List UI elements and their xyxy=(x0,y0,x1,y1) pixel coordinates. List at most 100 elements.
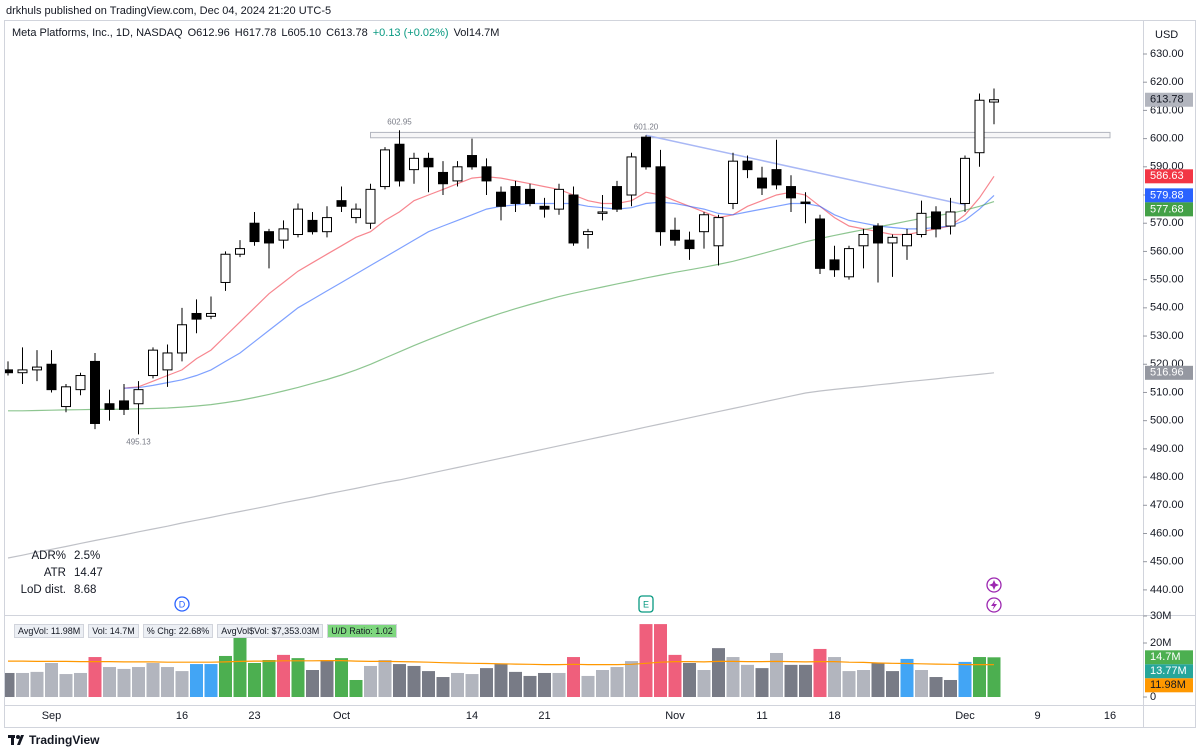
volume-bar xyxy=(146,662,160,698)
x-tick-label: 16 xyxy=(1104,710,1116,722)
y-tick-label: 530.00 xyxy=(1150,330,1184,342)
price-annotation: 602.95 xyxy=(387,117,412,126)
volume-bar xyxy=(465,674,479,698)
frame xyxy=(4,20,1196,728)
event-icon xyxy=(638,595,654,613)
legend: Meta Platforms, Inc., 1D, NASDAQ O612.96… xyxy=(12,27,499,39)
volume-bar xyxy=(625,661,638,698)
candle-body xyxy=(597,211,608,214)
candle-body xyxy=(119,400,129,410)
y-tick-label: 450.00 xyxy=(1150,556,1184,568)
y-tick-label: 490.00 xyxy=(1150,443,1184,455)
candle-body xyxy=(32,366,42,371)
x-tick-label: 23 xyxy=(248,710,260,722)
x-tick-label: Nov xyxy=(665,710,685,722)
volume-bar xyxy=(480,668,493,698)
stats-table: ADR% 2.5% ATR 14.47 LoD dist. 8.68 xyxy=(18,550,124,596)
candle-body xyxy=(655,166,666,233)
ohlc-close: C613.78 xyxy=(326,27,368,39)
stat-key: LoD dist. xyxy=(20,584,66,596)
moving-average xyxy=(7,372,995,559)
volume-bar xyxy=(523,675,537,698)
y-tick-label: 610.00 xyxy=(1150,104,1184,116)
axis-value-label: 577.68 xyxy=(1150,203,1184,215)
candle-body xyxy=(844,248,854,278)
volume-bar xyxy=(451,672,464,698)
event-label: D xyxy=(179,599,186,609)
candle-body xyxy=(829,259,840,271)
y-tick-label: 550.00 xyxy=(1150,274,1184,286)
candle-body xyxy=(873,225,883,244)
candle-body xyxy=(960,157,970,204)
candle-body xyxy=(626,156,637,196)
axis-value-box xyxy=(1145,202,1193,217)
candle-body xyxy=(423,157,434,168)
candle-body xyxy=(46,363,57,391)
axis-value-label: 516.96 xyxy=(1150,367,1184,379)
candle-body xyxy=(293,208,303,236)
candle-body xyxy=(235,248,245,255)
signal-icons xyxy=(986,577,1002,613)
publisher-line: drkhuls published on TradingView.com, De… xyxy=(6,5,332,17)
volume-bar xyxy=(74,672,87,698)
candle-body xyxy=(786,186,796,199)
symbol: Meta Platforms, Inc., 1D, NASDAQ xyxy=(12,27,183,39)
icon xyxy=(991,600,997,610)
icon xyxy=(989,580,999,590)
axis-value-label: 13.77M xyxy=(1150,665,1187,677)
volume-pane xyxy=(5,624,1001,698)
candle-body xyxy=(568,194,579,244)
volume-stat: AvgVol$Vol: $7,353.03M xyxy=(217,624,324,638)
price-pane: 602.95 601.20 495.13 xyxy=(5,88,1111,559)
stat-value: 2.5% xyxy=(74,550,101,562)
volume-bar xyxy=(161,667,174,698)
axis-value-label: 11.98M xyxy=(1150,679,1186,691)
candle-body xyxy=(133,389,144,405)
ohlc-open: O612.96 xyxy=(187,27,230,39)
volume-bar xyxy=(639,624,653,698)
candle-body xyxy=(380,149,390,188)
volume-bar xyxy=(30,671,44,698)
volume-bar xyxy=(291,658,305,698)
candle-body xyxy=(699,214,709,233)
ohlc-high: H617.78 xyxy=(234,27,277,39)
volume-stats: AvgVol: 11.98M Vol: 14.7M% Chg: 22.68% Avg… xyxy=(14,624,397,638)
candle-body xyxy=(162,352,173,371)
icon xyxy=(986,597,1002,613)
candle-body xyxy=(438,171,448,185)
axes: 440.00 450.00 460.00 470.00 480.00 490.00 500.… xyxy=(42,48,1193,722)
logo xyxy=(8,735,24,745)
volume-bar xyxy=(871,662,885,698)
y-tick-label: 540.00 xyxy=(1150,302,1184,314)
candle-body xyxy=(525,188,535,204)
candle-body xyxy=(771,169,782,186)
candle-body xyxy=(800,201,811,204)
volume-bar xyxy=(407,665,421,698)
volume-bar xyxy=(378,660,392,698)
candle-body xyxy=(409,157,419,171)
candle-body xyxy=(481,166,492,182)
volume-bar xyxy=(538,672,551,698)
volume-bar xyxy=(16,672,29,698)
candle-body xyxy=(887,236,898,244)
candle-body xyxy=(815,218,825,269)
y-tick-label: 470.00 xyxy=(1150,499,1184,511)
volume-bar xyxy=(204,664,218,698)
volume-bar xyxy=(335,658,348,698)
y-tick-label: 560.00 xyxy=(1150,245,1184,257)
ohlc-low: L605.10 xyxy=(281,27,322,39)
candle-body xyxy=(307,219,318,233)
stat-value: 14.47 xyxy=(74,567,103,579)
candle-body xyxy=(90,360,100,424)
candle-body xyxy=(728,160,738,204)
volume-bar xyxy=(900,658,914,698)
y-tick-label: 480.00 xyxy=(1150,471,1184,483)
volume-bar xyxy=(668,654,682,698)
x-tick-label: 9 xyxy=(1034,710,1040,722)
candle-body xyxy=(742,160,753,171)
y-tick-label: 510.00 xyxy=(1150,386,1184,398)
volume-bar xyxy=(509,671,522,698)
volume-bar xyxy=(190,664,203,698)
